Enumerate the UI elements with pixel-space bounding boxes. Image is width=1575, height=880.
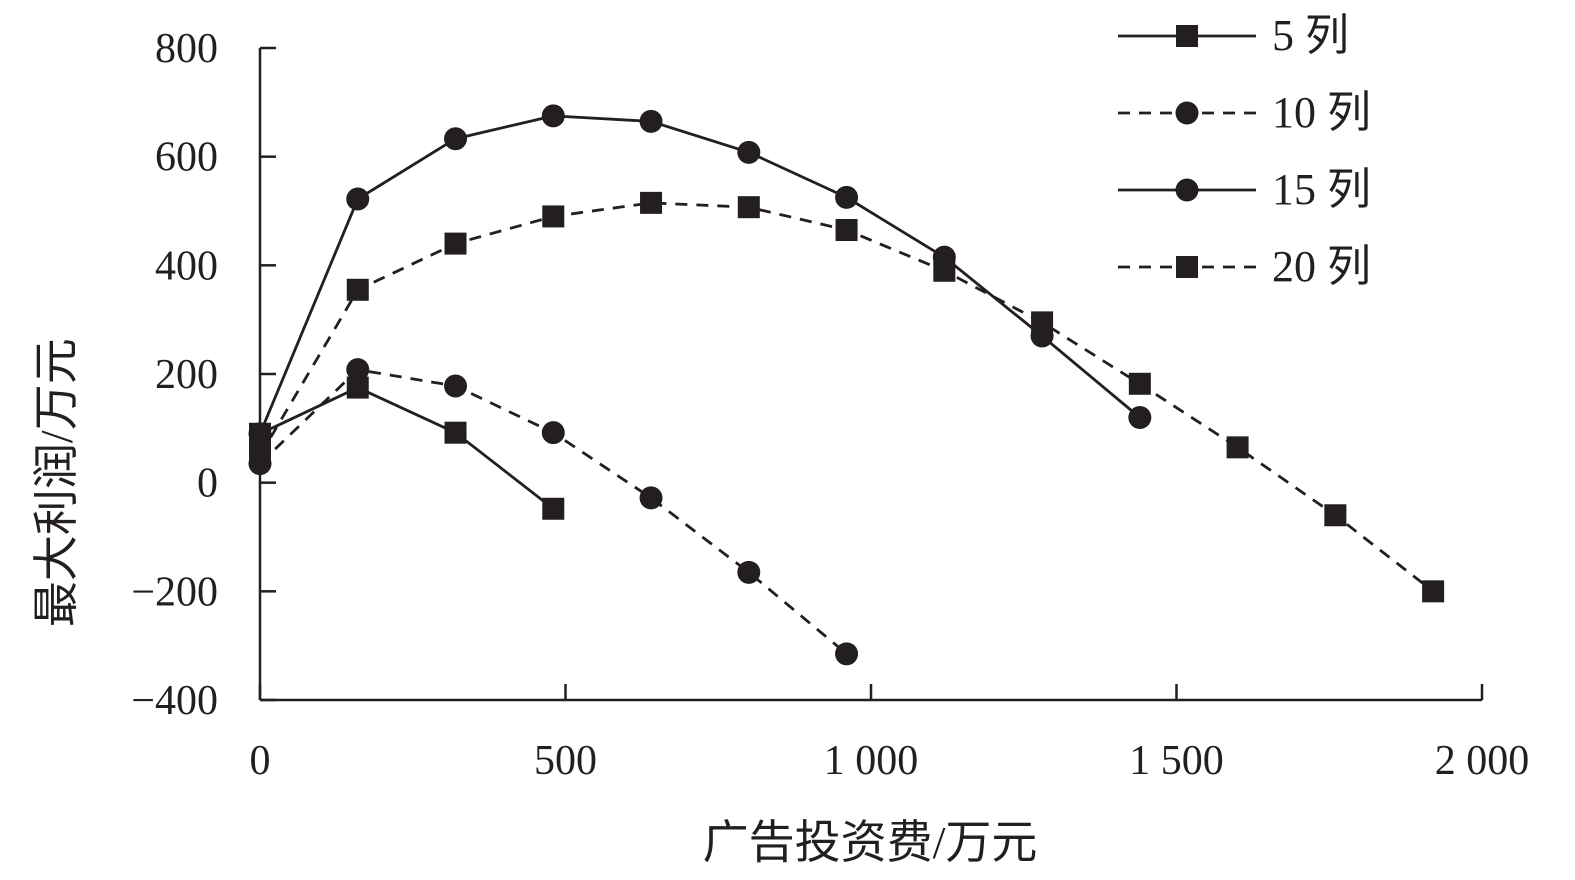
data-point xyxy=(444,421,467,444)
data-point xyxy=(542,497,565,520)
y-tick-label: 0 xyxy=(197,461,218,507)
data-point xyxy=(444,232,467,255)
data-point xyxy=(346,358,370,382)
data-point xyxy=(1128,372,1151,395)
x-axis-title: 广告投资费/万元 xyxy=(703,817,1038,868)
series-line xyxy=(259,386,555,510)
y-tick-label: 400 xyxy=(155,243,218,289)
series-group xyxy=(248,104,1445,666)
x-tick-label: 500 xyxy=(534,738,597,784)
ticks: 800 600 400 200 0 −200 −400 0 500 1 000 1 500 2 000 xyxy=(131,26,1529,784)
data-point xyxy=(737,196,760,219)
data-point xyxy=(249,444,271,467)
y-tick-label: 200 xyxy=(155,352,218,398)
data-point xyxy=(933,259,956,282)
x-tick-label: 2 000 xyxy=(1435,738,1530,784)
x-tick-label: 0 xyxy=(250,738,271,784)
data-point xyxy=(640,191,663,214)
legend-item: 15 列 xyxy=(1118,165,1371,214)
data-point xyxy=(1324,504,1347,527)
data-point xyxy=(639,109,663,133)
data-point xyxy=(444,374,468,398)
series-1 xyxy=(249,376,565,520)
legend-marker xyxy=(1175,178,1199,202)
legend-marker xyxy=(1176,25,1198,47)
data-point xyxy=(444,127,468,151)
series-3 xyxy=(248,104,1152,446)
y-tick-label: 800 xyxy=(155,26,218,72)
data-point xyxy=(248,422,272,446)
x-tick-label: 1 500 xyxy=(1129,738,1224,784)
data-point xyxy=(1422,580,1445,603)
data-point xyxy=(835,642,859,666)
legend-label: 10 列 xyxy=(1272,88,1371,137)
data-point xyxy=(737,560,761,584)
data-point xyxy=(1031,311,1054,334)
legend-label: 20 列 xyxy=(1272,242,1371,291)
data-point xyxy=(541,421,565,445)
data-point xyxy=(346,376,369,399)
data-point xyxy=(835,219,858,242)
series-line xyxy=(258,201,1434,593)
data-point xyxy=(541,104,565,128)
data-point xyxy=(1128,405,1152,429)
legend-marker xyxy=(1175,101,1199,125)
legend-item: 20 列 xyxy=(1118,242,1371,291)
legend-label: 15 列 xyxy=(1272,165,1371,214)
y-axis-title: 最大利润/万元 xyxy=(31,338,82,627)
legend-marker xyxy=(1176,256,1198,278)
legend: 5 列 10 列 15 列 20 列 xyxy=(1118,11,1371,291)
legend-item: 10 列 xyxy=(1118,88,1371,137)
series-4 xyxy=(249,191,1445,603)
data-point xyxy=(737,140,761,164)
data-point xyxy=(542,205,565,228)
data-point xyxy=(639,486,663,510)
x-tick-label: 1 000 xyxy=(824,738,919,784)
y-tick-label: −200 xyxy=(131,569,218,615)
data-point xyxy=(835,185,859,209)
legend-label: 5 列 xyxy=(1272,11,1349,60)
data-point xyxy=(346,278,369,301)
y-tick-label: −400 xyxy=(131,678,218,724)
series-line xyxy=(258,114,1141,435)
legend-item: 5 列 xyxy=(1118,11,1349,60)
data-point xyxy=(346,187,370,211)
data-point xyxy=(1226,436,1249,459)
y-tick-label: 600 xyxy=(155,135,218,181)
